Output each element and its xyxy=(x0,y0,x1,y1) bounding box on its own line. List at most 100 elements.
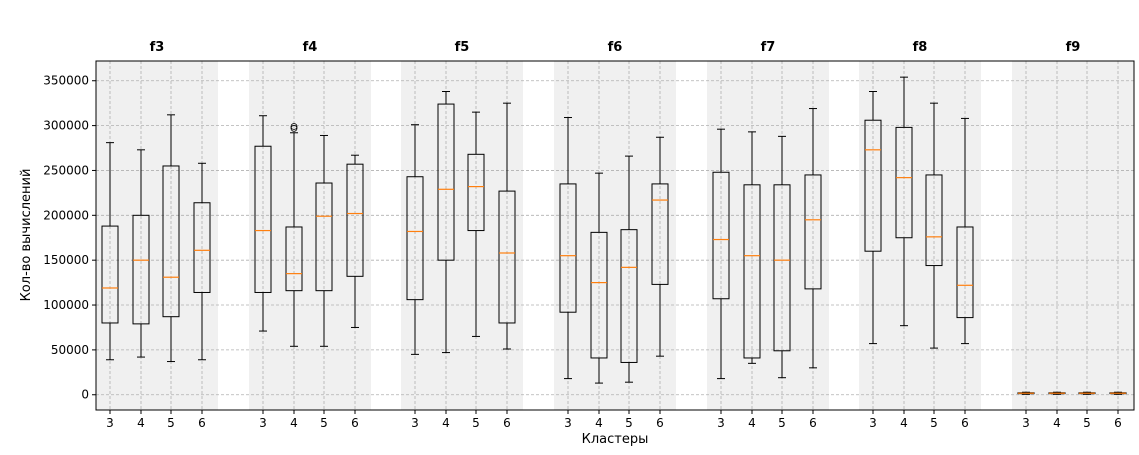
y-tick-label: 350000 xyxy=(43,74,89,88)
y-tick-label: 150000 xyxy=(43,253,89,267)
group-background-f8 xyxy=(859,61,981,410)
box-body xyxy=(101,225,119,324)
box-f7-4 xyxy=(743,131,761,364)
box-f8-3 xyxy=(864,91,882,345)
box-body xyxy=(315,182,333,292)
x-tick-label: 4 xyxy=(595,416,603,430)
box-f3-4 xyxy=(132,149,150,358)
x-tick-label: 4 xyxy=(748,416,756,430)
x-tick-label: 4 xyxy=(137,416,145,430)
x-tick-label: 6 xyxy=(198,416,206,430)
box-f9-3 xyxy=(1017,391,1035,395)
box-body xyxy=(956,226,974,319)
box-body xyxy=(285,226,303,292)
box-f3-5 xyxy=(162,114,180,363)
box-body xyxy=(467,153,485,232)
box-f3-3 xyxy=(101,142,119,361)
box-body xyxy=(651,183,669,285)
box-body xyxy=(346,163,364,277)
group-background-f4 xyxy=(249,61,371,410)
x-tick-label: 3 xyxy=(259,416,267,430)
box-body xyxy=(162,165,180,318)
box-f6-4 xyxy=(590,172,608,384)
x-tick-label: 4 xyxy=(900,416,908,430)
box-f5-3 xyxy=(406,124,424,355)
box-f5-4 xyxy=(437,91,455,354)
x-tick-label: 4 xyxy=(290,416,298,430)
group-background-f9 xyxy=(1012,61,1134,410)
box-f9-4 xyxy=(1048,391,1066,395)
axes xyxy=(95,60,1135,411)
group-background-f3 xyxy=(96,61,218,410)
group-title-f5: f5 xyxy=(455,40,470,55)
x-tick-label: 4 xyxy=(1053,416,1061,430)
x-tick-label: 3 xyxy=(869,416,877,430)
y-tick-label: 0 xyxy=(81,388,89,402)
box-f5-6 xyxy=(498,102,516,350)
x-tick-label: 5 xyxy=(930,416,938,430)
x-tick-label: 5 xyxy=(778,416,786,430)
x-tick-label: 6 xyxy=(503,416,511,430)
box-body xyxy=(743,184,761,359)
x-tick-label: 6 xyxy=(961,416,969,430)
group-title-f3: f3 xyxy=(150,40,165,55)
y-axis-label: Кол-во вычислений xyxy=(19,169,34,302)
box-f8-6 xyxy=(956,117,974,345)
box-f4-6 xyxy=(346,154,364,328)
box-f4-5 xyxy=(315,134,333,347)
box-f6-5 xyxy=(620,155,638,383)
flier-point xyxy=(290,124,298,132)
x-ticks: 3 4 5 6 3 4 5 6 3 4 5 6 3 4 5 6 3 4 5 6 3 4 5 6 3 4 5 6 xyxy=(106,410,1122,430)
x-tick-label: 5 xyxy=(320,416,328,430)
x-tick-label: 5 xyxy=(625,416,633,430)
x-tick-label: 6 xyxy=(351,416,359,430)
group-title-f6: f6 xyxy=(608,40,623,55)
box-f9-5 xyxy=(1078,391,1096,395)
box-f5-5 xyxy=(467,111,485,337)
x-axis-label: Кластеры xyxy=(582,432,649,447)
box-body xyxy=(437,103,455,261)
box-body xyxy=(559,183,577,313)
box-body xyxy=(712,171,730,300)
x-tick-label: 3 xyxy=(564,416,572,430)
box-f4-4 xyxy=(285,123,303,347)
y-tick-label: 100000 xyxy=(43,298,89,312)
plot-frame xyxy=(95,60,1135,411)
box-f8-4 xyxy=(895,76,913,327)
box-f4-3 xyxy=(254,115,272,332)
x-tick-label: 5 xyxy=(167,416,175,430)
group-background-f5 xyxy=(401,61,523,410)
box-f8-5 xyxy=(925,102,943,349)
y-tick-label: 250000 xyxy=(43,163,89,177)
y-tick-label: 200000 xyxy=(43,208,89,222)
box-f9-6 xyxy=(1109,391,1127,395)
group-title-f4: f4 xyxy=(303,40,318,55)
box-body xyxy=(498,190,516,324)
y-tick-label: 50000 xyxy=(51,343,89,357)
group-title-f8: f8 xyxy=(913,40,928,55)
box-body xyxy=(773,184,791,352)
x-tick-label: 3 xyxy=(1022,416,1030,430)
group-title-f7: f7 xyxy=(761,40,776,55)
box-body xyxy=(804,174,822,290)
box-body xyxy=(254,145,272,293)
box-body xyxy=(406,176,424,301)
box-body xyxy=(864,119,882,252)
box-f7-3 xyxy=(712,128,730,380)
x-tick-label: 3 xyxy=(411,416,419,430)
box-f7-6 xyxy=(804,108,822,369)
box-body xyxy=(132,214,150,325)
group-backgrounds xyxy=(96,61,1134,410)
box-f3-6 xyxy=(193,162,211,361)
flier-point xyxy=(290,123,298,130)
box-body xyxy=(895,126,913,239)
x-tick-label: 3 xyxy=(106,416,114,430)
y-tick-label: 300000 xyxy=(43,119,89,133)
x-tick-label: 6 xyxy=(656,416,664,430)
y-ticks: 0 50000 100000 150000 200000 250000 300000 3500… xyxy=(43,74,96,402)
box-body xyxy=(590,231,608,359)
x-tick-label: 5 xyxy=(472,416,480,430)
x-tick-label: 4 xyxy=(442,416,450,430)
x-tick-label: 6 xyxy=(1114,416,1122,430)
x-tick-label: 3 xyxy=(717,416,725,430)
